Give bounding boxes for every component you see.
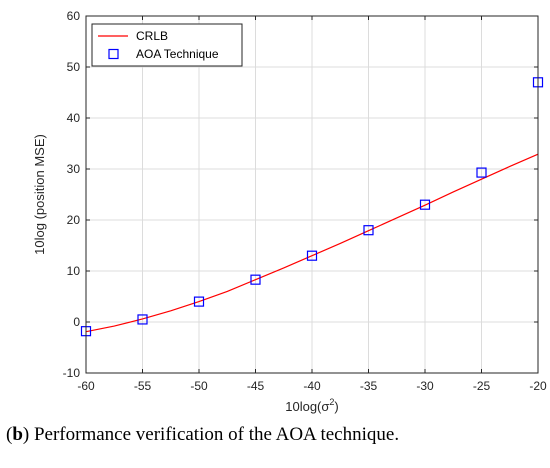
grid bbox=[85, 15, 539, 374]
aoa-marker bbox=[419, 199, 431, 210]
y-tick-label: -10 bbox=[63, 366, 81, 380]
y-axis-label: 10log (position MSE) bbox=[32, 134, 47, 255]
y-tick-label: 20 bbox=[67, 213, 81, 227]
y-tick-label: 50 bbox=[67, 60, 81, 74]
x-axis-label-main: 10log(σ bbox=[285, 399, 329, 414]
aoa-marker bbox=[476, 167, 487, 178]
x-tick-label: -25 bbox=[473, 379, 491, 393]
x-tick-label: -20 bbox=[529, 379, 547, 393]
aoa-marker bbox=[250, 274, 261, 285]
y-tick-label: 10 bbox=[67, 264, 81, 278]
ticks: -60 -55 -50 -45 -40 -35 -30 -25 -20 -10 0 10 20 30 40 5… bbox=[63, 9, 547, 393]
legend-entry-label: AOA Technique bbox=[136, 47, 219, 61]
aoa-marker bbox=[193, 296, 205, 307]
y-tick-label: 30 bbox=[67, 162, 81, 176]
x-tick-label: -45 bbox=[247, 379, 265, 393]
y-tick-label: 40 bbox=[67, 111, 81, 125]
figure-caption: (b) Performance verification of the AOA … bbox=[6, 424, 400, 445]
x-tick-label: -35 bbox=[360, 379, 378, 393]
x-tick-label: -50 bbox=[190, 379, 208, 393]
caption-label: b bbox=[12, 424, 23, 445]
x-tick-label: -30 bbox=[416, 379, 434, 393]
legend-marker-swatch bbox=[108, 48, 119, 60]
x-tick-label: -60 bbox=[77, 379, 95, 393]
chart: -60 -55 -50 -45 -40 -35 -30 -25 -20 -10 0 10 20 30 40 5… bbox=[32, 9, 547, 414]
legend-entry-label: CRLB bbox=[136, 29, 168, 43]
series bbox=[80, 77, 544, 337]
crlb-line bbox=[85, 153, 539, 333]
x-axis-label-sup: 2 bbox=[329, 397, 334, 407]
legend: CRLB AOA Technique bbox=[91, 23, 243, 67]
x-tick-label: -40 bbox=[303, 379, 321, 393]
x-axis-label-close: ) bbox=[334, 399, 338, 414]
x-tick-label: -55 bbox=[134, 379, 152, 393]
x-axis-label: 10log(σ2) bbox=[285, 397, 339, 414]
y-tick-label: 0 bbox=[73, 315, 80, 329]
caption-text: Performance verification of the AOA tech… bbox=[33, 424, 400, 445]
y-tick-label: 60 bbox=[67, 9, 81, 23]
aoa-marker bbox=[137, 314, 148, 325]
aoa-marker bbox=[306, 250, 318, 261]
aoa-marker bbox=[363, 225, 374, 236]
